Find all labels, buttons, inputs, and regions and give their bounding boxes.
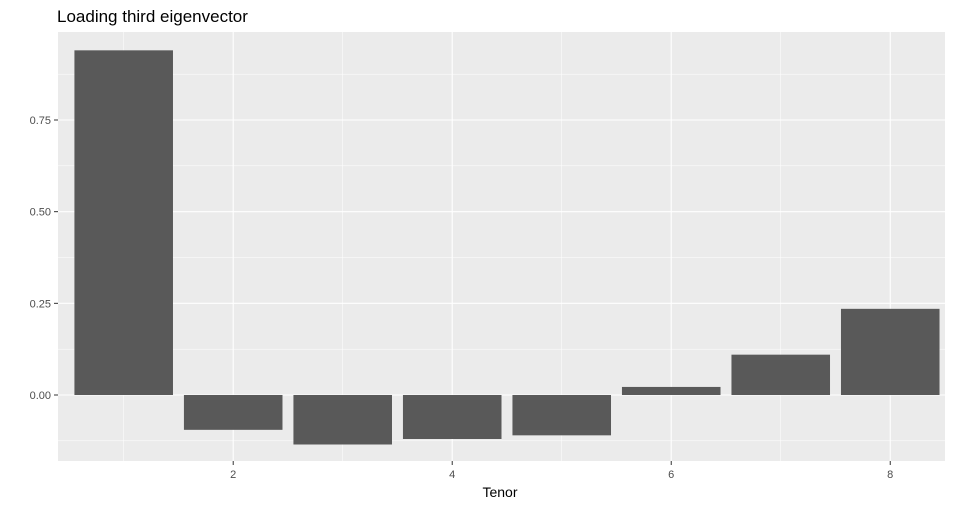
x-axis-title: Tenor	[482, 484, 517, 500]
bar-tenor-2	[183, 395, 283, 430]
x-tick-label: 6	[668, 469, 674, 481]
bar-tenor-3	[293, 395, 392, 445]
x-tick-label: 2	[230, 469, 236, 481]
y-tick-label: 0.25	[30, 298, 51, 310]
bars	[74, 50, 940, 445]
y-tick-label: 0.50	[30, 207, 51, 219]
chart-title: Loading third eigenvector	[57, 7, 248, 26]
x-tick-label: 4	[449, 469, 455, 481]
grid-minor	[58, 32, 945, 461]
bar-tenor-5	[512, 395, 612, 436]
bar-tenor-7	[731, 354, 831, 395]
y-tick-label: 0.75	[30, 115, 51, 127]
bar-tenor-4	[402, 395, 502, 439]
bar-tenor-8	[840, 308, 940, 395]
bar-tenor-1	[74, 50, 173, 395]
bar-tenor-6	[621, 386, 721, 395]
x-axis: 2 4 6 8	[230, 461, 893, 481]
y-axis: 0.00 0.25 0.50 0.75	[30, 115, 58, 402]
x-tick-label: 8	[887, 469, 893, 481]
y-tick-label: 0.00	[30, 390, 51, 402]
